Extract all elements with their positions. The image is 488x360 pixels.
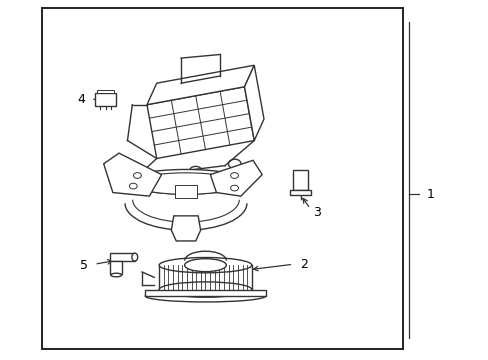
Circle shape — [230, 185, 238, 191]
Circle shape — [150, 174, 163, 183]
Circle shape — [129, 183, 137, 189]
Bar — [95, 93, 116, 106]
Polygon shape — [171, 216, 200, 241]
Text: 4: 4 — [77, 93, 85, 106]
Text: 5: 5 — [81, 259, 88, 272]
Bar — [175, 185, 196, 198]
Circle shape — [189, 166, 202, 176]
Ellipse shape — [125, 170, 246, 194]
Bar — [110, 261, 122, 274]
Polygon shape — [244, 65, 264, 140]
Polygon shape — [103, 153, 161, 196]
Circle shape — [133, 173, 141, 179]
Polygon shape — [145, 289, 265, 296]
Ellipse shape — [159, 282, 251, 297]
Circle shape — [230, 173, 238, 179]
Text: 1: 1 — [426, 188, 433, 201]
Polygon shape — [147, 87, 254, 158]
Ellipse shape — [111, 273, 122, 277]
Bar — [42, 8, 402, 348]
Bar — [289, 190, 311, 195]
Bar — [97, 90, 114, 93]
Ellipse shape — [145, 290, 265, 302]
Circle shape — [228, 159, 241, 168]
Ellipse shape — [184, 259, 226, 272]
Text: 2: 2 — [300, 258, 308, 271]
Ellipse shape — [159, 257, 251, 273]
Bar — [292, 170, 308, 190]
Bar — [110, 253, 135, 261]
Text: 3: 3 — [312, 207, 320, 220]
Polygon shape — [210, 160, 262, 196]
Ellipse shape — [132, 253, 138, 261]
Polygon shape — [147, 65, 254, 105]
Ellipse shape — [132, 173, 239, 194]
